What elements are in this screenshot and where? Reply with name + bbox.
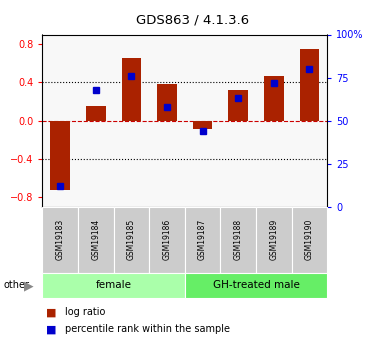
Bar bbox=[193, 121, 213, 129]
Text: GSM19185: GSM19185 bbox=[127, 219, 136, 260]
Text: ■: ■ bbox=[46, 307, 57, 317]
Bar bbox=[228, 90, 248, 121]
Text: other: other bbox=[4, 280, 30, 290]
Text: GSM19183: GSM19183 bbox=[56, 219, 65, 260]
Bar bbox=[300, 49, 319, 121]
Text: female: female bbox=[95, 280, 132, 290]
Text: GH-treated male: GH-treated male bbox=[213, 280, 300, 290]
Text: ▶: ▶ bbox=[24, 279, 34, 292]
Text: percentile rank within the sample: percentile rank within the sample bbox=[65, 325, 231, 334]
Bar bbox=[157, 84, 177, 121]
Text: GSM19190: GSM19190 bbox=[305, 219, 314, 260]
Text: GSM19188: GSM19188 bbox=[234, 219, 243, 260]
Bar bbox=[50, 121, 70, 190]
Text: GSM19184: GSM19184 bbox=[91, 219, 100, 260]
Bar bbox=[122, 58, 141, 121]
Text: GSM19186: GSM19186 bbox=[162, 219, 171, 260]
Text: GSM19189: GSM19189 bbox=[270, 219, 278, 260]
Text: GDS863 / 4.1.3.6: GDS863 / 4.1.3.6 bbox=[136, 14, 249, 27]
Bar bbox=[264, 76, 284, 121]
Text: log ratio: log ratio bbox=[65, 307, 106, 317]
Bar bbox=[86, 106, 105, 121]
Text: GSM19187: GSM19187 bbox=[198, 219, 207, 260]
Text: ■: ■ bbox=[46, 325, 57, 334]
